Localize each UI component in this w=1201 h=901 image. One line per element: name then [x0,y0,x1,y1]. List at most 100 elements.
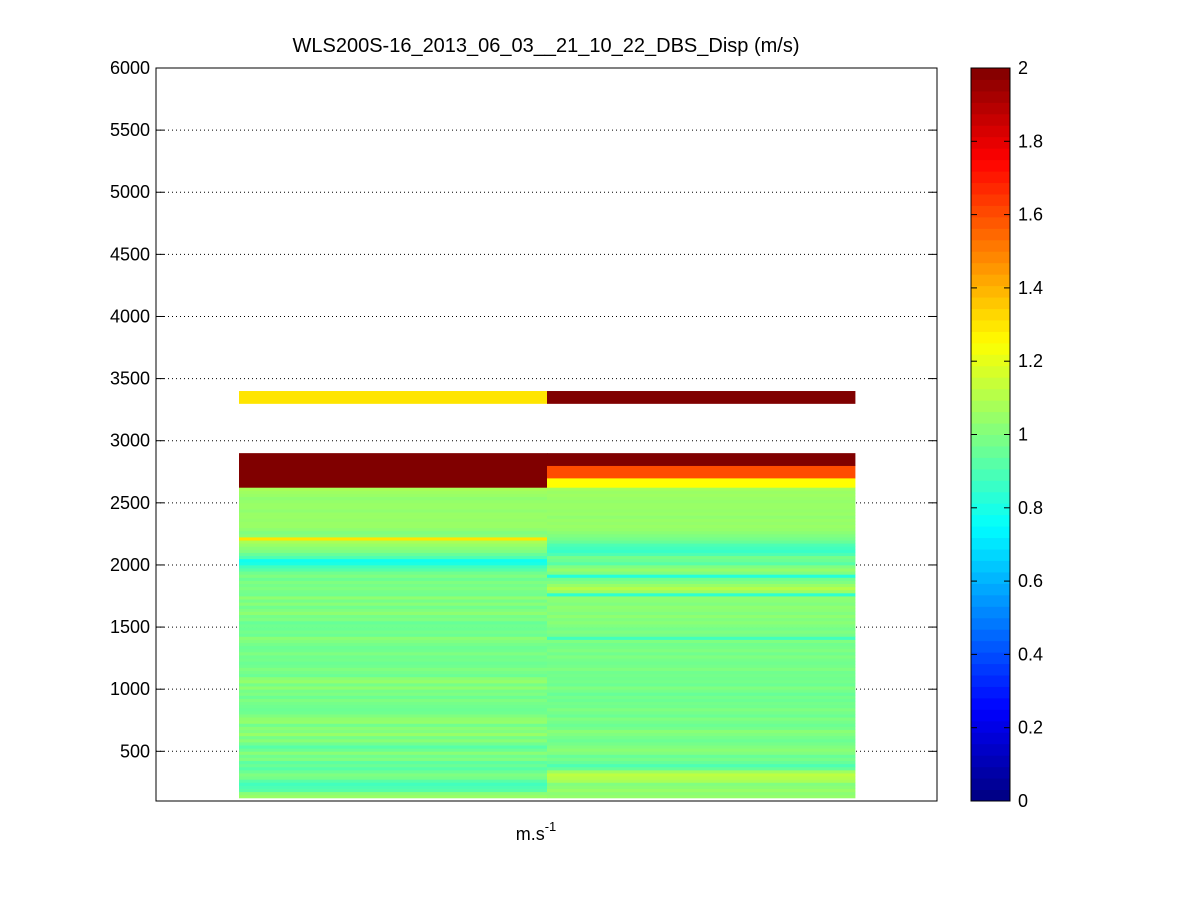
heatmap-cell [239,717,548,721]
colorbar-step [971,319,1010,332]
colorbar-step [971,571,1010,584]
heatmap-cell [547,493,856,498]
colorbar-step [971,629,1010,642]
heatmap-cell [547,530,856,535]
heatmap-cell [239,698,548,703]
heatmap-cell [239,701,548,706]
colorbar-step [971,537,1010,550]
heatmap-cell [547,769,856,774]
heatmap-cell [547,689,856,693]
y-tick-label: 6000 [110,58,150,78]
heatmap-cell [547,785,856,789]
colorbar-step [971,365,1010,378]
heatmap-cell [239,608,548,612]
heatmap-cell [239,776,548,780]
heatmap-cell [547,499,856,504]
heatmap-cell [239,720,548,724]
colorbar-step [971,503,1010,516]
colorbar-tick-label: 1.2 [1018,351,1043,371]
colorbar-step [971,297,1010,310]
colorbar-step [971,514,1010,527]
heatmap-cell [547,602,856,606]
heatmap-cell [547,748,856,752]
heatmap-cell [239,782,548,786]
colorbar-step [971,491,1010,504]
colorbar-step [971,617,1010,630]
heatmap-cell [239,738,548,743]
heatmap-cell [547,679,856,684]
heatmap-cell [547,751,856,755]
heatmap-cell [239,642,548,647]
heatmap-cell [239,735,548,740]
heatmap-cell [547,773,856,777]
colorbar-tick-label: 1 [1018,425,1028,445]
heatmap-cell [239,769,548,774]
heatmap-cell [239,760,548,765]
heatmap-cell [547,676,856,681]
heatmap-cell [547,661,856,665]
colorbar-step [971,251,1010,264]
heatmap-cell [547,611,856,616]
heatmap-cell [239,512,548,516]
heatmap-cell [239,745,548,749]
heatmap-cell [547,692,856,696]
heatmap-cell [239,521,548,525]
colorbar-step [971,423,1010,435]
heatmap-cell [239,577,548,581]
colorbar-step [971,594,1010,607]
heatmap-cell [547,701,856,706]
heatmap-cell [547,655,856,659]
heatmap-cell [239,661,548,665]
heatmap-cell [547,720,856,724]
heatmap-cell [547,589,856,594]
heatmap-cell [547,586,856,591]
heatmap-cell [547,726,856,730]
heatmap-cell [239,453,548,488]
heatmap-cell [239,633,548,637]
heatmap-cell [239,679,548,684]
colorbar-step [971,468,1010,481]
y-tick-label: 4000 [110,306,150,326]
heatmap-cell [547,614,856,619]
heatmap-cell [547,518,856,522]
colorbar-step [971,136,1010,149]
heatmap-cell [547,651,856,656]
colorbar-step [971,560,1010,573]
heatmap-cell [239,648,548,653]
colorbar-tick-label: 1.4 [1018,278,1043,298]
heatmap-cell [239,620,548,625]
x-axis-label-base: m.s [516,824,545,844]
heatmap-cell [547,658,856,662]
colorbar-step [971,526,1010,539]
heatmap-cell [239,695,548,699]
heatmap-cell [239,574,548,578]
heatmap-cell [239,530,548,535]
colorbar-step [971,663,1010,676]
colorbar-step [971,457,1010,470]
heatmap-cell [239,617,548,622]
heatmap-cell [547,453,856,466]
heatmap-cell [239,670,548,675]
heatmap-cell [239,558,548,563]
heatmap-cell [547,558,856,563]
heatmap-cell [547,596,856,600]
heatmap-cell [547,617,856,622]
heatmap-cell [239,714,548,718]
heatmap-cell [547,717,856,721]
heatmap-cell [239,788,548,793]
colorbar-step [971,239,1010,252]
heatmap-cell [239,589,548,594]
heatmap-cell [239,704,548,709]
heatmap-cell [547,645,856,650]
heatmap-cell [239,515,548,519]
heatmap-cell [239,592,548,597]
heatmap-cell [547,524,856,529]
colorbar-step [971,125,1010,138]
y-tick-label: 5500 [110,120,150,140]
heatmap-cell [239,627,548,631]
heatmap-cell [547,723,856,727]
heatmap-cell [239,583,548,588]
colorbar-step [971,102,1010,115]
heatmap-cell [547,741,856,746]
